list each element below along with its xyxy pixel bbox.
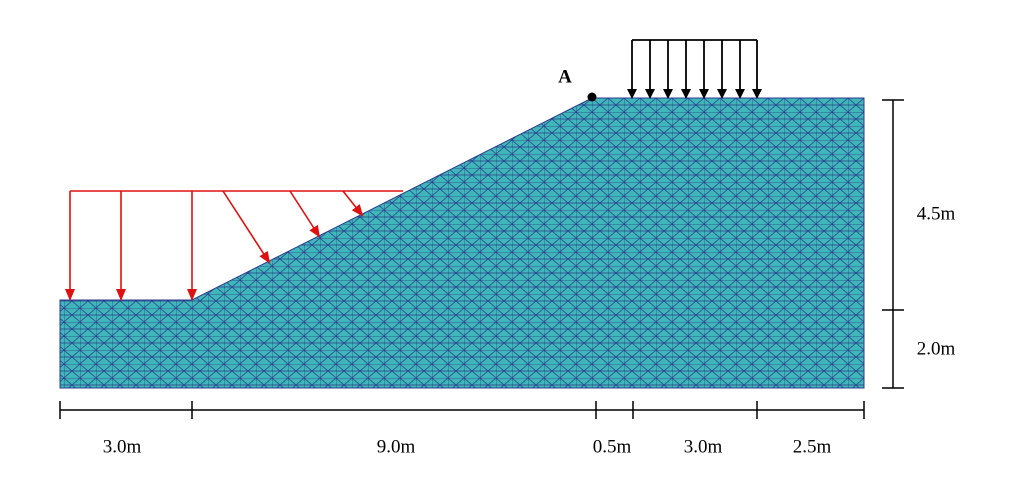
point-label: A [558, 66, 572, 87]
dimension-label: 3.0m [103, 436, 142, 457]
dimension-label: 2.0m [917, 338, 956, 359]
horizontal-dimension [59, 401, 865, 419]
water-pressure [65, 190, 403, 301]
dimension-label: 2.5m [793, 436, 832, 457]
surface-load [627, 39, 762, 99]
mesh-domain [59, 97, 865, 389]
dimension-label: 9.0m [377, 436, 416, 457]
dimension-label: 0.5m [593, 436, 632, 457]
dimension-label: 4.5m [917, 203, 956, 224]
point-a [587, 92, 597, 102]
vertical-dimension [882, 99, 904, 389]
dimension-label: 3.0m [684, 436, 723, 457]
